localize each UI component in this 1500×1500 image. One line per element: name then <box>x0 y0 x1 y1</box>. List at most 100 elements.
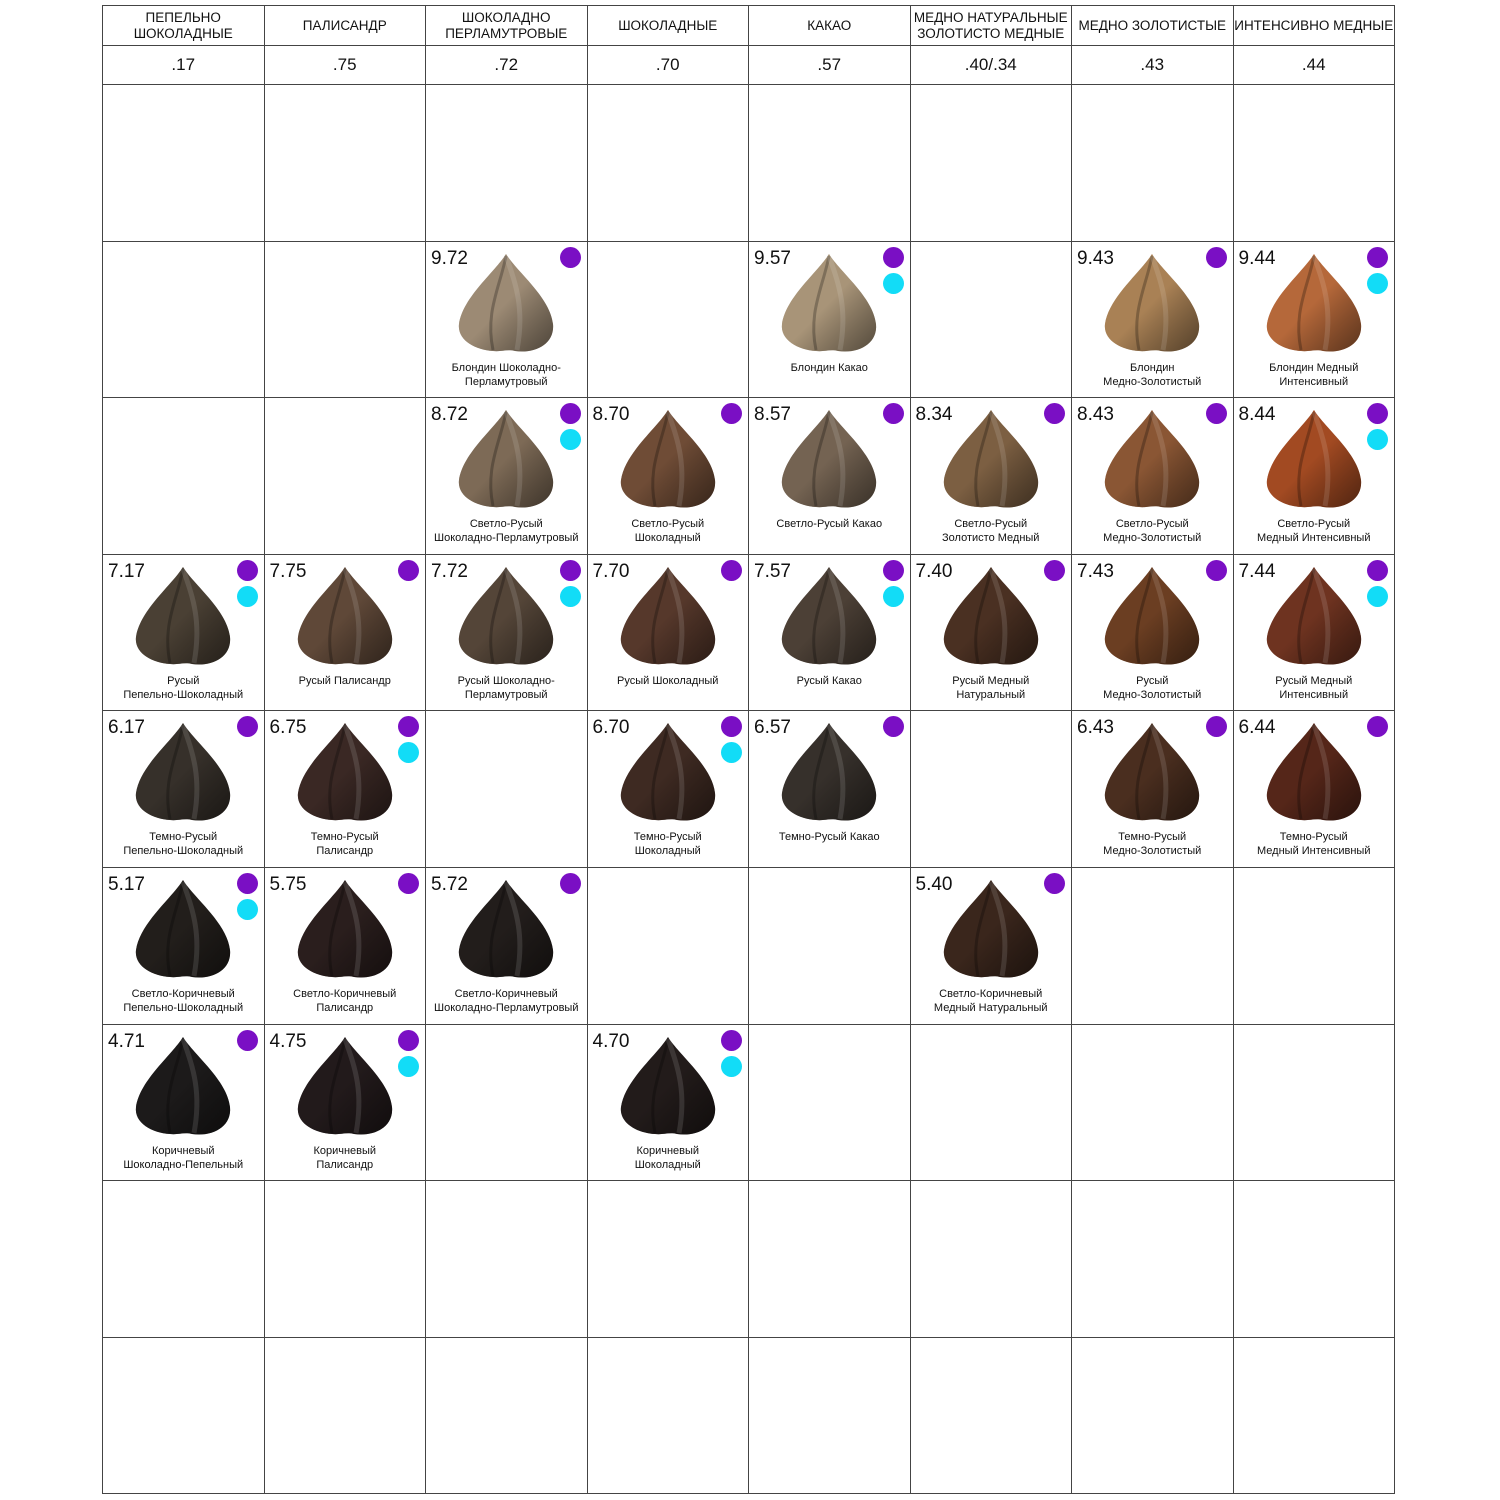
shade-name: Блондин Шоколадно- Перламутровый <box>426 361 587 389</box>
purple-dot-icon <box>559 559 581 581</box>
shade-name: Темно-Русый Медно-Золотистый <box>1072 830 1233 858</box>
column-title: ПЕПЕЛЬНО ШОКОЛАДНЫЕ <box>102 5 265 46</box>
purple-dot-icon <box>721 1029 742 1051</box>
shade-name-line: Пепельно-Шоколадный <box>123 1001 244 1014</box>
shade-cell: 7.44 Русый Медный Интенсивный <box>1232 553 1395 712</box>
shade-name: Светло-Коричневый Палисандр <box>265 987 426 1015</box>
column-code: .17 <box>102 45 265 85</box>
purple-dot-icon <box>1205 403 1227 425</box>
shade-name-line: Темно-Русый <box>149 831 218 844</box>
shade-name: Блондин Медно-Золотистый <box>1072 361 1233 389</box>
shade-name-line: Медно-Золотистый <box>1103 532 1202 545</box>
shade-name-line: Золотисто Медный <box>942 532 1040 545</box>
shade-code: 6.57 <box>754 717 791 739</box>
shade-cell: 9.72 Блондин Шоколадно- Перламутровый <box>425 240 588 399</box>
shade-name-line: Медно-Золотистый <box>1103 845 1202 858</box>
shade-name-line: Перламутровый <box>464 688 548 701</box>
shade-cell: 8.57 Светло-Русый Какао <box>748 397 911 555</box>
hair-swatch-icon <box>1266 723 1361 821</box>
shade-name-line: Медно-Золотистый <box>1103 688 1202 701</box>
shade-cell: 4.71 Коричневый Шоколадно-Пепельный <box>102 1023 265 1182</box>
hair-swatch-icon <box>136 879 231 978</box>
hair-swatch-icon <box>297 879 392 978</box>
shade-name: Русый Шоколадно- Перламутровый <box>426 674 587 702</box>
column-code: .44 <box>1232 45 1395 85</box>
cyan-dot-icon <box>398 742 419 764</box>
shade-cell: 7.75 Русый Палисандр <box>263 553 426 712</box>
shade-row: 4.71 Коричневый Шоколадно-Пепельный 4.75 Кор… <box>102 1023 1395 1182</box>
purple-dot-icon <box>1367 559 1388 581</box>
cyan-dot-icon <box>1367 429 1388 451</box>
shade-name-line: Палисандр <box>316 1001 374 1014</box>
shade-cell: 6.75 Темно-Русый Палисандр <box>263 710 426 868</box>
column-title: МЕДНО ЗОЛОТИСТЫЕ <box>1071 5 1234 46</box>
purple-dot-icon <box>1367 716 1388 738</box>
column-title: ИНТЕНСИВНО МЕДНЫЕ <box>1232 5 1395 46</box>
empty-cell <box>909 1180 1072 1338</box>
hair-swatch-icon <box>620 723 715 821</box>
empty-cell <box>909 710 1072 868</box>
hair-swatch-icon <box>136 566 231 665</box>
shade-name-line: Светло-Русый <box>954 518 1028 531</box>
shade-name-line: Светло-Коричневый <box>131 987 235 1000</box>
shade-name-line: Светло-Русый <box>1115 518 1189 531</box>
shade-cell: 9.57 Блондин Какао <box>748 240 911 399</box>
shade-cell: 6.44 Темно-Русый Медный Интенсивный <box>1232 710 1395 868</box>
shade-name-line: Русый Палисандр <box>298 674 391 687</box>
column-code: .70 <box>586 45 749 85</box>
shade-code: 6.43 <box>1077 717 1114 739</box>
shade-name: Темно-Русый Какао <box>749 830 910 844</box>
shade-name-line: Шоколадный <box>634 532 701 545</box>
empty-cell <box>1071 866 1234 1025</box>
shade-cell: 4.70 Коричневый Шоколадный <box>586 1023 749 1182</box>
empty-cell <box>909 1336 1072 1495</box>
empty-cell <box>748 866 911 1025</box>
empty-cell <box>263 84 426 242</box>
shade-code: 7.44 <box>1238 560 1276 582</box>
purple-dot-icon <box>1044 872 1065 894</box>
hair-swatch-icon <box>1105 410 1200 508</box>
shade-cell: 8.70 Светло-Русый Шоколадный <box>586 397 749 555</box>
shade-name: Светло-Русый Медно-Золотистый <box>1072 517 1233 545</box>
shade-name: Русый Медный Интенсивный <box>1234 674 1395 702</box>
shade-code: 7.75 <box>269 560 307 582</box>
cyan-dot-icon <box>1367 585 1388 607</box>
shade-cell: 6.57 Темно-Русый Какао <box>748 710 911 868</box>
shade-name-line: Темно-Русый <box>310 831 379 844</box>
shade-name-line: Коричневый <box>151 1144 215 1157</box>
purple-dot-icon <box>559 872 581 894</box>
empty-cell <box>1232 1336 1395 1495</box>
shade-cell: 5.72 Светло-Коричневый Шоколадно-Перламутр… <box>425 866 588 1025</box>
cyan-dot-icon <box>882 272 904 294</box>
shade-name-line: Темно-Русый <box>1279 831 1348 844</box>
shade-code: 6.70 <box>592 717 630 739</box>
empty-cell <box>263 1336 426 1495</box>
cyan-dot-icon <box>236 898 258 920</box>
hair-swatch-icon <box>1105 253 1200 352</box>
empty-cell <box>425 1336 588 1495</box>
shade-name-line: Темно-Русый Какао <box>778 831 880 844</box>
purple-dot-icon <box>559 403 581 425</box>
hair-swatch-icon <box>943 410 1038 508</box>
shade-code: 7.43 <box>1077 560 1114 582</box>
shade-code: 6.17 <box>108 717 145 739</box>
shade-name: Светло-Русый Золотисто Медный <box>911 517 1072 545</box>
shade-name-line: Русый Шоколадно- <box>457 674 555 687</box>
empty-cell <box>1071 1336 1234 1495</box>
shade-name-line: Русый Какао <box>796 674 862 687</box>
shade-name: Темно-Русый Медный Интенсивный <box>1234 830 1395 858</box>
empty-cell <box>1071 84 1234 242</box>
shade-name-line: Блондин Какао <box>790 361 868 374</box>
shade-name: Темно-Русый Палисандр <box>265 830 426 858</box>
purple-dot-icon <box>882 246 904 268</box>
hair-swatch-icon <box>1105 566 1200 665</box>
shade-name-line: Темно-Русый <box>633 831 702 844</box>
hair-swatch-icon <box>459 253 554 352</box>
shade-name-line: Палисандр <box>316 845 374 858</box>
shade-row: 9.72 Блондин Шоколадно- Перламутровый 9.57 Б… <box>102 240 1395 399</box>
shade-name-line: Интенсивный <box>1279 688 1349 701</box>
column-code: .57 <box>748 45 911 85</box>
shade-name: Светло-Коричневый Шоколадно-Перламутровый <box>426 987 587 1015</box>
empty-cell <box>425 710 588 868</box>
shade-cell: 9.43 Блондин Медно-Золотистый <box>1071 240 1234 399</box>
